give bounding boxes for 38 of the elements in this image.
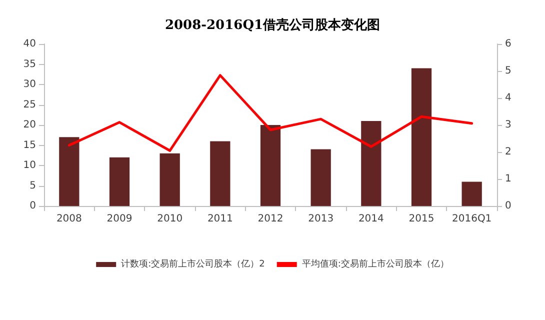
bar [462,182,482,206]
bar [310,149,331,206]
chart-title: 2008-2016Q1借壳公司股本变化图 [164,17,380,33]
x-tick-label: 2015 [408,214,434,224]
y-tick-label: 20 [23,120,36,130]
legend-label: 平均值项:交易前上市公司股本（亿） [302,258,449,270]
legend-label: 计数项:交易前上市公司股本（亿）2 [121,258,265,270]
x-tick-label: 2008 [56,214,82,224]
x-tick-label: 2016Q1 [452,214,492,224]
x-tick-label: 2014 [358,214,384,224]
bar [210,141,230,206]
x-tick-label: 2012 [258,214,284,224]
bar [260,125,281,206]
y-tick-label: 0 [30,200,36,212]
y-tick-label: 40 [23,38,36,50]
y-tick-label: 25 [23,99,36,110]
y2-tick-label: 0 [505,200,512,212]
bar [361,120,382,206]
y-tick-label: 35 [23,58,36,70]
y2-tick-label: 3 [505,120,512,130]
y2-tick-label: 2 [505,146,512,158]
y2-tick-label: 1 [505,174,512,184]
y2-tick-label: 4 [505,92,512,104]
line-series [68,74,474,152]
y2-tick-label: 5 [505,66,512,76]
bar [411,68,432,206]
bar [160,153,180,206]
x-tick-label: 2010 [157,214,183,224]
y2-tick-label: 6 [505,38,512,50]
x-tick-label: 2009 [106,214,132,224]
x-tick-label: 2011 [207,214,233,224]
bar [59,137,80,206]
y-tick-label: 5 [30,180,36,192]
y-tick-label: 10 [23,160,36,171]
y-tick-label: 30 [23,79,36,90]
bar [109,157,130,206]
x-tick-label: 2013 [308,214,334,224]
y-tick-label: 15 [23,140,36,151]
